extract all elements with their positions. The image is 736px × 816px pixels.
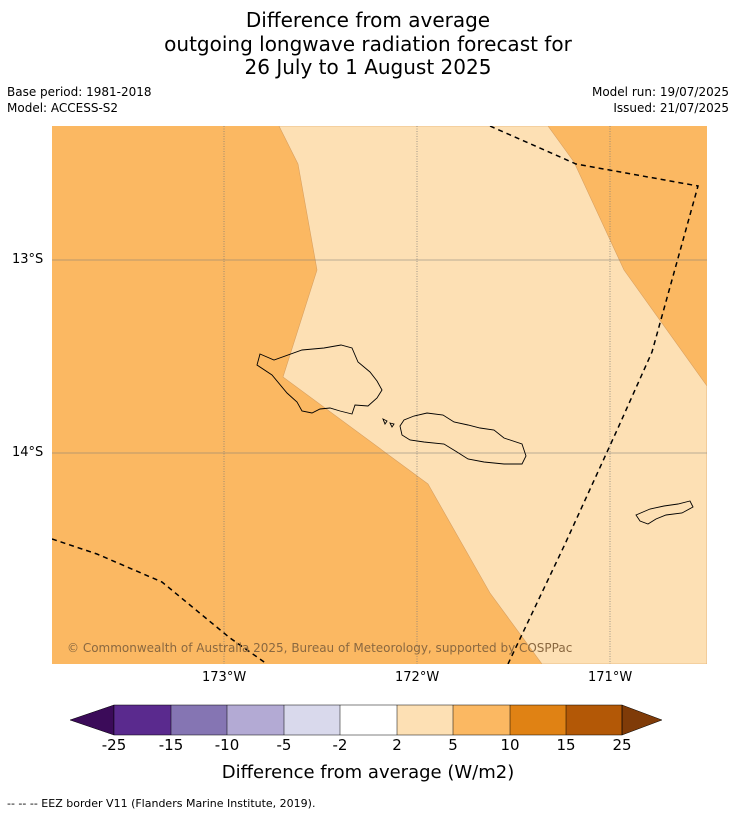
model-run: Model run: 19/07/2025 [591,85,729,99]
colorbar [70,704,663,736]
colorbar-bin-6 [397,705,453,735]
colorbar-outline [113,704,623,736]
lat-label-14s: 14°S [12,445,44,460]
lon-label-171w: 171°W [588,670,633,685]
title-line-3: 26 July to 1 August 2025 [244,55,492,79]
issued-date: Issued: 21/07/2025 [613,101,729,115]
colorbar-bin-1 [114,705,171,735]
copyright-notice: © Commonwealth of Australia 2025, Bureau… [67,641,573,655]
title-line-1: Difference from average [245,8,491,32]
anomaly-region-2-5 [278,126,707,664]
colorbar-label: 2 [392,736,402,754]
base-period: Base period: 1981-2018 [7,85,152,99]
colorbar-bin-4 [284,705,340,735]
coastline [256,344,694,525]
eez-legend-note: -- -- -- EEZ border V11 (Flanders Marine… [7,797,316,810]
island-apolima [389,422,395,428]
title-line-2: outgoing longwave radiation forecast for [164,32,572,56]
graticule [52,126,707,664]
colorbar-label: -25 [101,736,127,754]
lon-label-173w: 173°W [202,670,247,685]
island-upolu [399,412,527,465]
lat-label-13s: 13°S [12,252,44,267]
eez-border [52,126,699,664]
colorbar-bin-9 [566,705,622,735]
colorbar-label: 25 [612,736,632,754]
eez-border-line-east [489,126,699,664]
colorbar-label: -5 [276,736,292,754]
colorbar-label: -10 [214,736,240,754]
colorbar-bin-8 [510,705,566,735]
colorbar-label: 5 [448,736,458,754]
colorbar-label: -15 [158,736,184,754]
colorbar-bin-2 [171,705,227,735]
colorbar-bin-5 [340,705,397,735]
island-manono [382,418,388,425]
colorbar-under-arrow [70,704,115,736]
colorbar-label: 15 [556,736,576,754]
colorbar-label: -2 [332,736,348,754]
model-name: Model: ACCESS-S2 [7,101,119,115]
island-tutuila [635,500,694,525]
lon-label-172w: 172°W [395,670,440,685]
island-savaii [256,344,383,415]
map-panel [52,126,707,664]
colorbar-bin-7 [453,705,510,735]
colorbar-title: Difference from average (W/m2) [221,762,515,783]
colorbar-label: 10 [500,736,520,754]
colorbar-over-arrow [621,704,663,736]
eez-border-line-west [52,538,268,664]
colorbar-bin-3 [227,705,284,735]
